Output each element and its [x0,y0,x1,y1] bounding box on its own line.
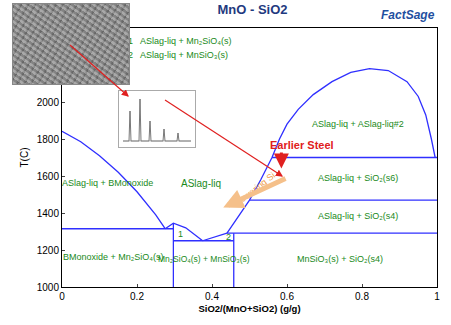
svg-text:MnO - SiO2: MnO - SiO2 [218,2,288,17]
svg-text:0.6: 0.6 [280,291,294,302]
svg-text:ASlag-liq: ASlag-liq [181,178,221,189]
svg-text:1: 1 [178,229,183,239]
svg-text:0.8: 0.8 [355,291,369,302]
svg-text:T(C): T(C) [19,148,30,168]
svg-text:1000: 1000 [37,282,60,293]
svg-text:0: 0 [59,291,65,302]
svg-text:1400: 1400 [37,208,60,219]
svg-text:1 ASlag-liq + Mn₂SiO₄(s): 1 ASlag-liq + Mn₂SiO₄(s) [128,36,231,46]
svg-text:ASlag-liq + SiO₂(s4): ASlag-liq + SiO₂(s4) [318,211,398,221]
svg-text:ASlag-liq + BMonoxide: ASlag-liq + BMonoxide [62,178,153,188]
svg-text:0.2: 0.2 [130,291,144,302]
svg-text:1800: 1800 [37,134,60,145]
svg-text:ASlag-liq + SiO₂(s6): ASlag-liq + SiO₂(s6) [318,173,398,183]
svg-text:Lowering Si: Lowering Si [234,170,277,207]
svg-text:1: 1 [434,291,440,302]
svg-text:Earlier Steel: Earlier Steel [270,139,334,151]
svg-text:2 ASlag-liq + MnSiO₃(s): 2 ASlag-liq + MnSiO₃(s) [128,50,228,60]
svg-text:2: 2 [226,232,231,242]
svg-text:1600: 1600 [37,171,60,182]
svg-text:1200: 1200 [37,245,60,256]
svg-text:FactSage: FactSage [381,8,435,22]
svg-text:2000: 2000 [37,97,60,108]
svg-text:MnSiO₃(s) + SiO₂(s4): MnSiO₃(s) + SiO₂(s4) [297,254,383,264]
svg-text:SiO2/(MnO+SiO2) (g/g): SiO2/(MnO+SiO2) (g/g) [198,303,300,314]
svg-text:Mn₂SiO₄(s) + MnSiO₃(s): Mn₂SiO₄(s) + MnSiO₃(s) [158,254,250,264]
svg-text:ASlag-liq + ASlag-liq#2: ASlag-liq + ASlag-liq#2 [312,119,404,129]
svg-text:0.4: 0.4 [205,291,219,302]
svg-text:BMonoxide + Mn₂SiO₄(s): BMonoxide + Mn₂SiO₄(s) [63,252,163,262]
